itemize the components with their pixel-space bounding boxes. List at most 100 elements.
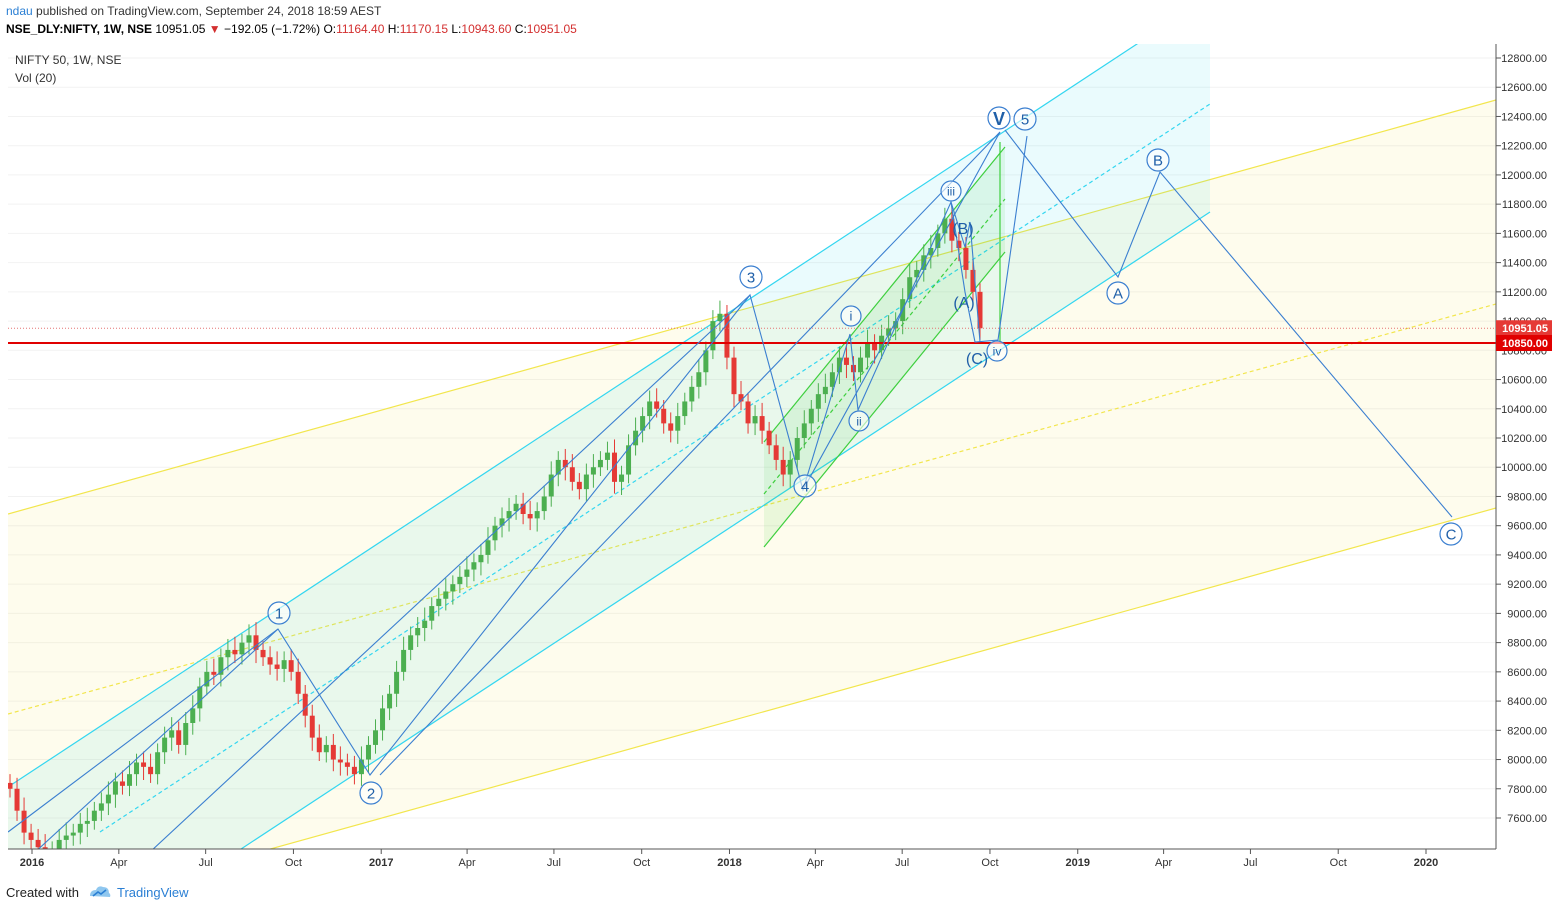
price-tick-label: 8800.00	[1507, 638, 1547, 650]
wave-label: (C)	[966, 351, 988, 368]
cyan-channel-median	[99, 103, 1211, 833]
header-bar: ndau published on TradingView.com, Septe…	[0, 0, 1560, 42]
candle-body	[485, 540, 491, 555]
legend-volume: Vol (20)	[15, 71, 56, 85]
time-tick-label: 2016	[20, 857, 44, 869]
candle-body	[134, 762, 140, 775]
candle-body	[141, 762, 147, 767]
wave-lines	[8, 129, 1453, 849]
wave-label: 5	[1021, 111, 1029, 128]
candle-body	[450, 584, 456, 592]
candle-body	[35, 839, 41, 848]
candle-body	[373, 730, 379, 745]
time-tick-label: Jul	[199, 857, 213, 869]
wave-label-circle	[1439, 522, 1463, 546]
publish-text: published on TradingView.com, September …	[36, 4, 382, 18]
candle-body	[112, 781, 118, 795]
candle-body	[309, 715, 315, 738]
candle-body	[513, 503, 519, 512]
legend-title: NIFTY 50, 1W, NSE	[15, 53, 121, 67]
candle-body	[661, 408, 667, 424]
candle-body	[183, 723, 189, 745]
candle-body	[302, 693, 308, 716]
tradingview-logo-icon	[90, 886, 111, 897]
close-value: 10951.05	[526, 22, 577, 36]
time-tick-label: Jul	[895, 857, 909, 869]
candle-body	[626, 445, 632, 475]
candle-body	[105, 794, 111, 804]
author-link[interactable]: ndau	[6, 4, 33, 18]
yellow-channel-line	[268, 507, 1496, 849]
wave-label: iii	[947, 184, 955, 198]
price-tick-label: 8200.00	[1507, 725, 1547, 737]
candle-body	[316, 737, 322, 753]
price-tick-label: 8600.00	[1507, 667, 1547, 679]
candle-body	[780, 459, 786, 475]
candle-body	[759, 416, 765, 431]
primary-wave-path	[8, 131, 1001, 833]
candle-body	[260, 649, 266, 658]
trend-line-1	[152, 294, 751, 849]
candle-body	[119, 781, 125, 786]
price-tick-label: 12400.00	[1501, 111, 1547, 123]
candle-body	[829, 372, 835, 387]
candle-body	[745, 401, 751, 424]
candle-body	[464, 569, 470, 577]
candle-body	[520, 503, 526, 514]
candle-body	[56, 839, 62, 849]
time-tick-label: Apr	[459, 857, 476, 869]
open-label: O:	[323, 22, 337, 36]
candle-body	[190, 708, 196, 723]
last-price-badge	[1496, 320, 1552, 337]
wave-label: C	[1446, 526, 1457, 543]
candle-body	[50, 850, 55, 854]
candle-body	[696, 372, 702, 387]
abc-small-path	[950, 201, 981, 343]
candle-body	[162, 737, 168, 753]
open-value: 11164.40	[336, 22, 385, 36]
time-axis[interactable]: 2016 Apr Jul Oct 2017 Apr Jul Oct 2018 Apr Jul Oct 2…	[20, 849, 1438, 869]
candle-body	[970, 269, 976, 292]
wave-label-circle	[1106, 281, 1130, 305]
candle-body	[675, 416, 681, 431]
price-tick-label: 11400.00	[1502, 258, 1547, 270]
candle-body	[794, 438, 800, 460]
candle-body	[914, 269, 920, 278]
wave-label-circle	[739, 265, 763, 289]
candle-body	[218, 657, 224, 675]
time-tick-label: Apr	[807, 857, 824, 869]
candle-body	[471, 562, 477, 570]
wave-label-circle	[1146, 148, 1170, 172]
time-tick-label: 2017	[369, 857, 393, 869]
cyan-channel-upper	[8, 44, 1139, 788]
time-tick-label: Oct	[981, 857, 998, 869]
candle-body	[836, 357, 842, 373]
candle-body	[527, 514, 533, 519]
price-tick-label: 11200.00	[1502, 287, 1547, 299]
low-value: 10943.60	[461, 22, 512, 36]
time-tick-label: 2018	[717, 857, 741, 869]
candle-body	[717, 313, 723, 322]
candle-body	[126, 774, 132, 786]
wave-label-circle	[359, 781, 383, 805]
candle-body	[597, 459, 603, 468]
time-tick-label: Oct	[633, 857, 650, 869]
trend-line-2	[379, 131, 1001, 776]
candle-body	[330, 744, 336, 760]
candle-body	[801, 423, 807, 438]
candle-body	[8, 782, 13, 789]
projection-path	[1004, 129, 1453, 518]
wave-label-circle	[987, 106, 1011, 130]
price-tick-label: 9400.00	[1507, 550, 1547, 562]
down-arrow-icon: ▼	[208, 22, 221, 36]
brand-link[interactable]: TradingView	[117, 885, 189, 900]
time-tick-label: 2020	[1414, 857, 1438, 869]
price-tick-label: 11600.00	[1502, 228, 1547, 240]
candle-body	[295, 671, 301, 694]
wave-label-circle	[793, 474, 817, 498]
price-axis[interactable]: 7600.00 7800.00 8000.00 8200.00 8400.00 8600.…	[1496, 53, 1547, 825]
price-tick-label: 8000.00	[1507, 755, 1547, 767]
price-change: −192.05 (−1.72%)	[224, 22, 321, 36]
candle-body	[569, 467, 575, 482]
